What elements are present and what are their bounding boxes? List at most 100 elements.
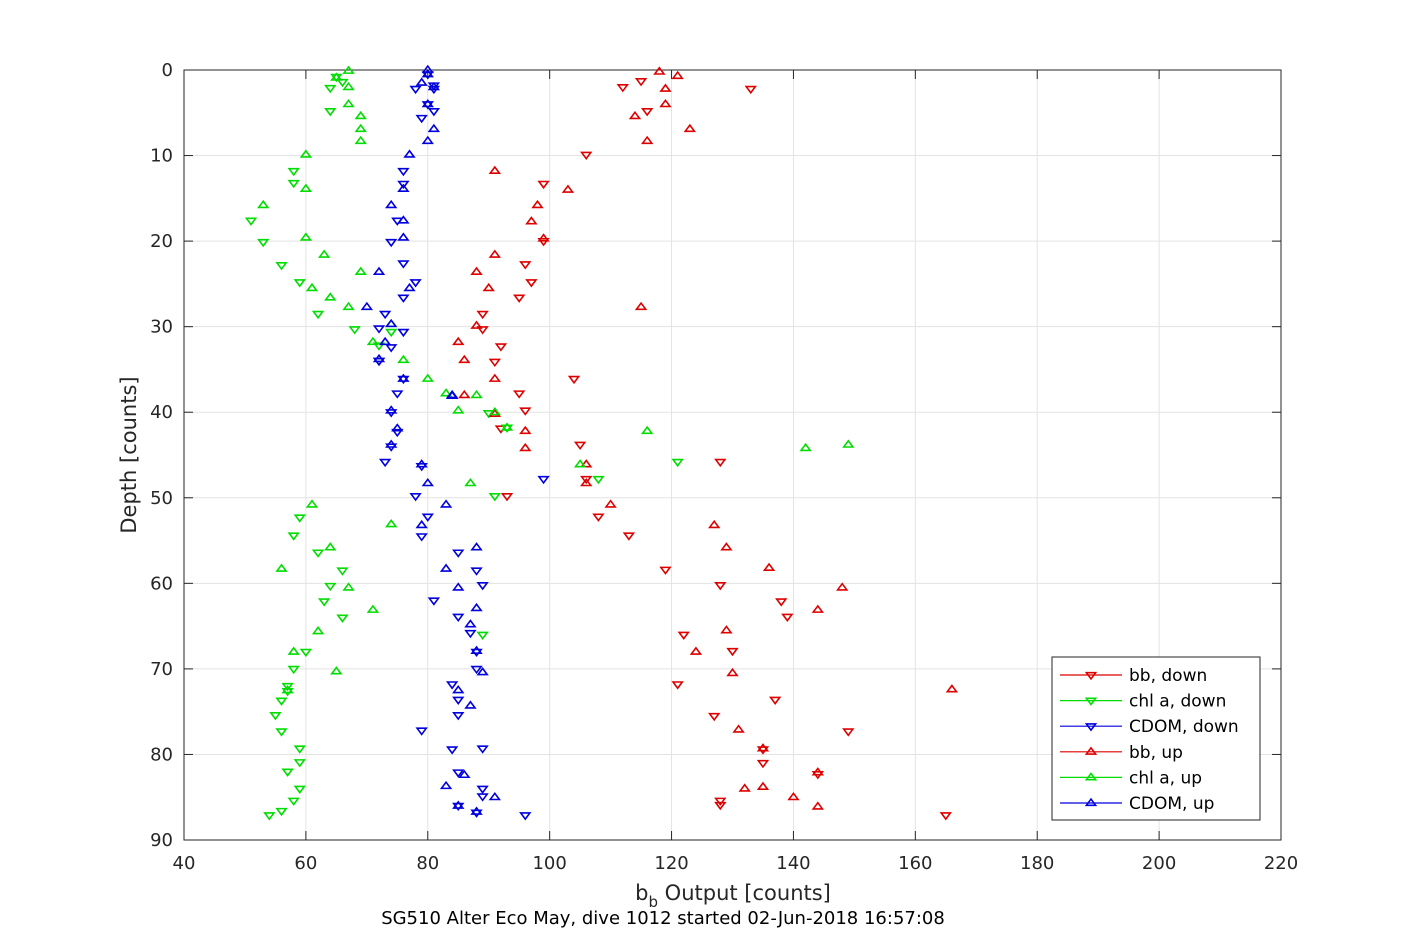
data-point	[287, 665, 300, 675]
data-point	[842, 439, 855, 448]
data-point	[293, 745, 306, 754]
data-point	[488, 791, 502, 801]
data-point	[415, 727, 428, 736]
data-point	[397, 294, 410, 303]
data-point	[476, 326, 489, 335]
data-point	[287, 797, 300, 806]
data-point	[324, 582, 337, 592]
data-point	[689, 646, 703, 655]
data-point	[269, 712, 282, 721]
data-point	[470, 567, 483, 576]
data-point	[415, 114, 428, 124]
x-tick-label: 200	[1142, 853, 1176, 874]
data-point	[257, 238, 270, 248]
x-axis-label-subscript: b	[648, 893, 658, 911]
data-point	[945, 684, 959, 693]
data-point	[500, 424, 514, 433]
data-point	[671, 681, 684, 690]
data-point	[372, 266, 386, 275]
data-point	[275, 807, 288, 817]
data-point	[421, 135, 434, 145]
x-tick-label: 40	[173, 853, 196, 874]
data-point	[768, 696, 782, 705]
data-point	[336, 614, 349, 623]
data-point	[287, 646, 300, 655]
data-point	[378, 336, 392, 346]
data-point	[464, 477, 477, 487]
data-point	[470, 266, 483, 275]
y-tick-label: 0	[162, 60, 173, 81]
data-point	[470, 602, 483, 612]
data-point	[567, 375, 581, 385]
data-point	[476, 581, 489, 591]
data-point	[488, 408, 502, 418]
data-point	[452, 769, 465, 778]
data-point	[378, 310, 392, 320]
data-point	[385, 318, 398, 328]
data-point	[348, 326, 361, 335]
legend-box	[1051, 656, 1261, 821]
data-point	[683, 123, 697, 133]
legend-label: chl a, up	[1129, 768, 1202, 788]
data-point	[470, 389, 483, 399]
data-point	[452, 685, 465, 694]
y-tick-label: 70	[150, 659, 173, 680]
data-point	[421, 477, 434, 487]
data-point	[397, 373, 410, 382]
data-point	[299, 149, 313, 158]
series-3	[452, 66, 959, 810]
data-point	[726, 667, 739, 677]
x-tick-label: 120	[654, 853, 688, 874]
data-point	[299, 232, 313, 241]
data-point	[622, 532, 636, 541]
data-point	[439, 780, 453, 790]
data-point	[299, 183, 313, 192]
data-point	[488, 165, 502, 175]
data-point	[372, 353, 386, 363]
data-point	[836, 582, 849, 591]
data-point	[281, 685, 294, 694]
data-point	[372, 342, 386, 351]
data-point	[720, 625, 733, 634]
y-tick-label: 10	[150, 146, 173, 167]
x-tick-label: 100	[532, 853, 566, 874]
data-point	[573, 441, 587, 451]
data-point	[519, 442, 532, 452]
y-tick-label: 90	[150, 830, 173, 851]
data-point	[311, 310, 325, 320]
data-point	[257, 199, 270, 209]
data-point	[281, 768, 294, 777]
y-tick-label: 60	[150, 573, 173, 594]
data-point	[653, 66, 666, 75]
legend-marker	[1084, 746, 1098, 755]
y-axis-label: Depth [counts]	[117, 376, 141, 533]
x-axis-label-main: b	[635, 881, 648, 905]
legend-item: chl a, down	[1060, 692, 1226, 712]
x-axis-label-rest: Output [counts]	[658, 881, 831, 905]
data-point	[738, 783, 751, 792]
data-point	[293, 279, 306, 288]
data-point	[476, 631, 489, 640]
data-point	[445, 746, 459, 755]
data-point	[317, 249, 331, 258]
data-point	[482, 282, 495, 292]
data-point	[439, 563, 453, 572]
data-point	[342, 582, 355, 591]
data-point	[488, 373, 502, 382]
data-point	[397, 215, 410, 224]
data-point	[458, 389, 471, 399]
data-point	[458, 769, 471, 779]
data-point	[311, 625, 325, 635]
data-point	[452, 582, 465, 591]
legend-label: bb, up	[1129, 743, 1183, 763]
data-point	[811, 801, 825, 810]
data-point	[317, 598, 331, 607]
axis-ticks: 40 60 80 100 120 140 160 180 200 220 0 10 20 30 40 50 60…	[150, 60, 1298, 874]
data-point	[409, 492, 422, 502]
data-point	[439, 388, 453, 397]
data-point	[439, 499, 453, 508]
data-point	[519, 407, 532, 416]
data-point	[409, 279, 422, 288]
y-tick-label: 30	[150, 317, 173, 338]
y-tick-label: 50	[150, 488, 173, 509]
